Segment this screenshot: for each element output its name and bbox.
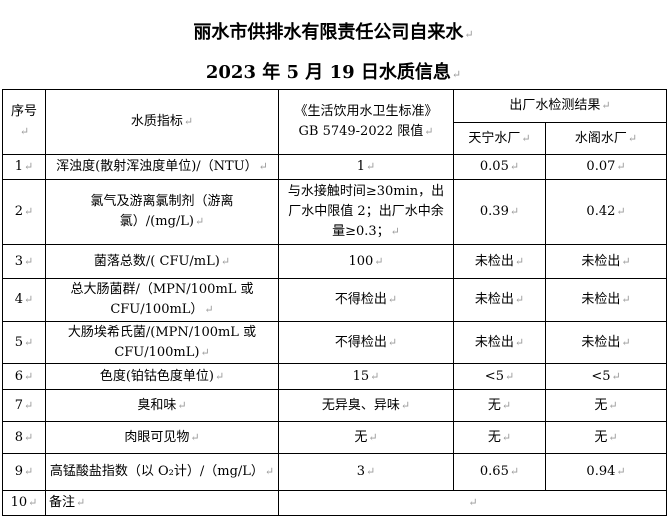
row-no: 9 (2, 453, 46, 491)
table-row: 3菌落总数/( CFU/mL)100未检出未检出 (2, 244, 667, 279)
plant1-value: 未检出 (453, 244, 546, 279)
document-title: 丽水市供排水有限责任公司自来水 (0, 18, 667, 44)
indicator-cell: 菌落总数/( CFU/mL) (45, 244, 279, 279)
limit-cell: 100 (278, 244, 454, 279)
table-row: 5大肠埃希氏菌/(MPN/100mL 或 CFU/100mL)不得检出未检出未检… (2, 321, 667, 364)
water-quality-table: 序号 水质指标 《生活饮用水卫生标准》 GB 5749-2022 限值 出厂水检测… (2, 89, 667, 516)
standard-name: 《生活饮用水卫生标准》 (294, 104, 438, 119)
row-no: 6 (2, 363, 46, 390)
plant1-value: 无 (453, 421, 546, 454)
indicator-cell: 臭和味 (45, 389, 279, 422)
indicator-cell: 总大肠菌群/（MPN/100mL 或 CFU/100mL） (45, 278, 279, 322)
limit-cell: 无异臭、异味 (278, 389, 454, 422)
plant2-value: 0.07 (544, 154, 667, 180)
document-subtitle: 2023 年 5 月 19 日水质信息 (0, 58, 667, 84)
header-standard: 《生活饮用水卫生标准》 GB 5749-2022 限值 (278, 89, 454, 155)
indicator-cell: 大肠埃希氏菌/(MPN/100mL 或 CFU/100mL) (45, 321, 279, 364)
plant1-value: 未检出 (453, 278, 546, 322)
row-no: 8 (2, 421, 46, 454)
indicator-cell: 肉眼可见物 (45, 421, 279, 454)
table-row: 7臭和味无异臭、异味无无 (2, 389, 667, 422)
header-plant1: 天宁水厂 (453, 122, 546, 155)
limit-cell: 无 (278, 421, 454, 454)
limit-cell: 与水接触时间≥30min，出厂水中限值 2；出厂水中余量≥0.3； (278, 179, 454, 245)
row-no: 4 (2, 278, 46, 322)
plant2-value: 未检出 (544, 244, 667, 279)
plant2-value: 0.42 (544, 179, 667, 245)
plant1-value: 0.39 (453, 179, 546, 245)
plant1-value: 0.05 (453, 154, 546, 180)
limit-cell: 3 (278, 453, 454, 491)
plant2-value: 无 (544, 421, 667, 454)
plant2-value: 未检出 (544, 278, 667, 322)
header-indicator: 水质指标 (45, 89, 279, 155)
table-row: 1浑浊度(散射浑浊度单位)/（NTU）10.050.07 (2, 154, 667, 180)
remarks-value[interactable] (277, 490, 667, 516)
indicator-cell: 浑浊度(散射浑浊度单位)/（NTU） (45, 154, 279, 180)
table-row: 9高锰酸盐指数（以 O₂计）/（mg/L）30.650.94 (2, 453, 667, 491)
row-no: 10 (2, 490, 46, 516)
plant1-value: 未检出 (453, 321, 546, 364)
plant2-value: 0.94 (544, 453, 667, 491)
row-no: 7 (2, 389, 46, 422)
plant2-value: 无 (544, 389, 667, 422)
plant1-value: <5 (453, 363, 546, 390)
table-row: 4总大肠菌群/（MPN/100mL 或 CFU/100mL）不得检出未检出未检出 (2, 278, 667, 322)
limit-cell: 不得检出 (278, 321, 454, 364)
limit-cell: 1 (278, 154, 454, 180)
header-no: 序号 (2, 89, 46, 155)
remarks-row: 10 备注 (2, 490, 667, 516)
header-subrow: 天宁水厂 水阁水厂 (3, 122, 667, 155)
standard-code: GB 5749-2022 限值 (282, 122, 450, 142)
table-row: 2氯气及游离氯制剂（游离氯）/(mg/L)与水接触时间≥30min，出厂水中限值… (2, 179, 667, 245)
remarks-label: 备注 (45, 490, 279, 516)
indicator-cell: 高锰酸盐指数（以 O₂计）/（mg/L） (45, 453, 279, 491)
plant1-value: 无 (453, 389, 546, 422)
table-row: 6色度(铂钴色度单位)15<5<5 (2, 363, 667, 390)
plant2-value: <5 (544, 363, 667, 390)
limit-cell: 15 (278, 363, 454, 390)
indicator-cell: 氯气及游离氯制剂（游离氯）/(mg/L) (45, 179, 279, 245)
plant2-value: 未检出 (544, 321, 667, 364)
header-results: 出厂水检测结果 (452, 89, 667, 123)
row-no: 1 (2, 154, 46, 180)
row-no: 2 (2, 179, 46, 245)
header-row: 序号 水质指标 《生活饮用水卫生标准》 GB 5749-2022 限值 出厂水检测… (2, 89, 667, 155)
header-plant2: 水阁水厂 (544, 122, 667, 155)
row-no: 5 (2, 321, 46, 364)
indicator-cell: 色度(铂钴色度单位) (45, 363, 279, 390)
table-row: 8肉眼可见物无无无 (2, 421, 667, 454)
plant1-value: 0.65 (453, 453, 546, 491)
row-no: 3 (2, 244, 46, 279)
limit-cell: 不得检出 (278, 278, 454, 322)
